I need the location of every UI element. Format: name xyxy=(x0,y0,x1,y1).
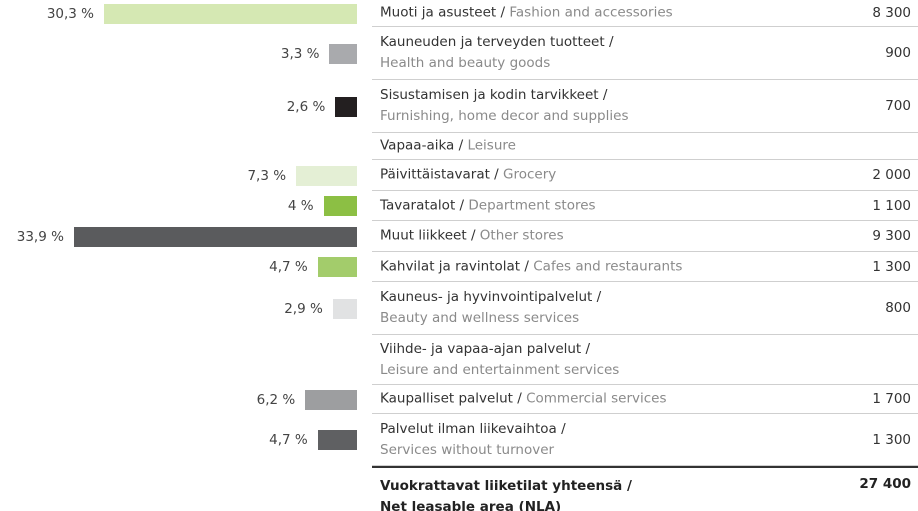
total-row: Vuokrattavat liiketilat yhteensä / Net le… xyxy=(372,466,918,511)
share-bar xyxy=(329,43,357,64)
finnish-name: Viihde- ja vapaa-ajan palvelut xyxy=(380,340,582,357)
area-value: 27 400 xyxy=(859,476,911,492)
share-bar xyxy=(305,389,357,410)
english-name: Services without turnover xyxy=(380,441,555,458)
separator: / xyxy=(489,166,504,183)
row-name: Kaupalliset palvelut / Commercial servic… xyxy=(380,389,800,410)
table-row: Tavaratalot / Department stores 1 100 xyxy=(372,191,918,221)
table-row: Kaupalliset palvelut / Commercial servic… xyxy=(372,385,918,414)
row-name: Päivittäistavarat / Grocery xyxy=(380,165,800,186)
share-bar xyxy=(317,430,357,450)
english-name: Furnishing, home decor and supplies xyxy=(380,108,629,124)
finnish-name: Palvelut ilman liikevaihtoa xyxy=(380,420,557,437)
area-value: 9 300 xyxy=(872,228,911,244)
share-label: 3,3 % xyxy=(280,45,320,62)
finnish-name: Tavaratalot xyxy=(380,197,456,213)
separator: / xyxy=(598,87,608,103)
separator: / xyxy=(581,340,591,357)
finnish-name: Vuokrattavat liiketilat yhteensä xyxy=(380,478,623,494)
share-label: 30,3 % xyxy=(46,5,94,22)
finnish-name: Sisustamisen ja kodin tarvikkeet xyxy=(380,87,599,103)
area-value: 1 300 xyxy=(872,431,911,448)
finnish-name: Kahvilat ja ravintolat xyxy=(380,258,521,274)
separator: / xyxy=(604,34,614,50)
share-bar xyxy=(103,3,357,24)
table-row: Päivittäistavarat / Grocery 2 000 xyxy=(372,160,918,191)
share-bar xyxy=(296,165,357,186)
share-label: 2,6 % xyxy=(286,98,326,115)
english-name: Grocery xyxy=(503,166,557,183)
share-label: 4,7 % xyxy=(269,259,308,275)
finnish-name: Kaupalliset palvelut xyxy=(380,390,513,407)
share-bar xyxy=(335,96,357,117)
finnish-name: Kauneuden ja terveyden tuotteet xyxy=(380,34,605,50)
finnish-name: Muut liikkeet xyxy=(380,227,467,244)
separator: / xyxy=(512,390,527,407)
share-label: 4 % xyxy=(287,198,314,214)
row-name: Palvelut ilman liikevaihtoa / Services w… xyxy=(380,419,800,461)
separator: / xyxy=(622,478,632,494)
table-row: Palvelut ilman liikevaihtoa / Services w… xyxy=(372,414,918,466)
row-name: Tavaratalot / Department stores xyxy=(380,195,800,216)
english-name: Leisure and entertainment services xyxy=(380,361,620,378)
english-name: Health and beauty goods xyxy=(380,55,551,71)
share-label: 6,2 % xyxy=(256,391,296,408)
area-value: 800 xyxy=(885,300,911,316)
english-name: Beauty and wellness services xyxy=(380,310,580,326)
area-value: 1 300 xyxy=(872,258,911,275)
table-row: Kauneus- ja hyvinvointipalvelut / Beauty… xyxy=(372,282,918,335)
share-bar xyxy=(332,298,357,319)
separator: / xyxy=(455,197,469,213)
table-row: Kauneuden ja terveyden tuotteet / Health… xyxy=(372,27,918,80)
area-value: 8 300 xyxy=(872,5,911,21)
row-name: Muut liikkeet / Other stores xyxy=(380,226,800,247)
english-name: Commercial services xyxy=(526,390,667,407)
english-name: Department stores xyxy=(468,197,596,213)
separator: / xyxy=(454,137,468,154)
area-value: 1 700 xyxy=(872,391,911,407)
finnish-name: Vapaa-aika xyxy=(380,137,455,154)
area-value: 900 xyxy=(885,45,911,61)
row-name: Vapaa-aika / Leisure xyxy=(380,136,800,157)
area-value: 1 100 xyxy=(872,197,911,214)
separator: / xyxy=(520,258,534,274)
english-name: Leisure xyxy=(467,137,516,154)
english-name: Net leasable area (NLA) xyxy=(380,499,562,511)
share-label: 4,7 % xyxy=(269,432,308,448)
row-name: Viihde- ja vapaa-ajan palvelut / Leisure… xyxy=(380,339,800,381)
finnish-name: Päivittäistavarat xyxy=(380,166,490,183)
share-bar xyxy=(323,196,357,216)
english-name: Cafes and restaurants xyxy=(533,258,683,274)
english-name: Fashion and accessories xyxy=(509,4,673,21)
row-name: Muoti ja asusteet / Fashion and accessor… xyxy=(380,3,800,24)
separator: / xyxy=(496,4,510,21)
finnish-name: Kauneus- ja hyvinvointipalvelut xyxy=(380,289,593,305)
english-name: Other stores xyxy=(479,227,564,244)
table-row: Vapaa-aika / Leisure xyxy=(372,133,918,160)
separator: / xyxy=(466,227,480,244)
separator: / xyxy=(556,420,566,437)
share-label: 33,9 % xyxy=(16,228,64,245)
share-label: 7,3 % xyxy=(247,167,287,184)
row-name: Kahvilat ja ravintolat / Cafes and resta… xyxy=(380,256,800,277)
table-row: Kahvilat ja ravintolat / Cafes and resta… xyxy=(372,252,918,282)
share-bar xyxy=(73,226,357,247)
row-name: Kauneus- ja hyvinvointipalvelut / Beauty… xyxy=(380,287,800,329)
table-row: Muoti ja asusteet / Fashion and accessor… xyxy=(372,0,918,27)
row-name: Sisustamisen ja kodin tarvikkeet / Furni… xyxy=(380,85,800,127)
finnish-name: Muoti ja asusteet xyxy=(380,4,497,21)
table-row: Muut liikkeet / Other stores 9 300 xyxy=(372,221,918,252)
table-row: Sisustamisen ja kodin tarvikkeet / Furni… xyxy=(372,80,918,133)
area-value: 2 000 xyxy=(872,167,911,183)
row-name: Vuokrattavat liiketilat yhteensä / Net le… xyxy=(380,476,800,511)
share-label: 2,9 % xyxy=(284,300,323,317)
row-name: Kauneuden ja terveyden tuotteet / Health… xyxy=(380,32,800,74)
share-bar xyxy=(317,257,357,277)
separator: / xyxy=(592,289,602,305)
table-row: Viihde- ja vapaa-ajan palvelut / Leisure… xyxy=(372,335,918,385)
area-value: 700 xyxy=(885,98,911,114)
